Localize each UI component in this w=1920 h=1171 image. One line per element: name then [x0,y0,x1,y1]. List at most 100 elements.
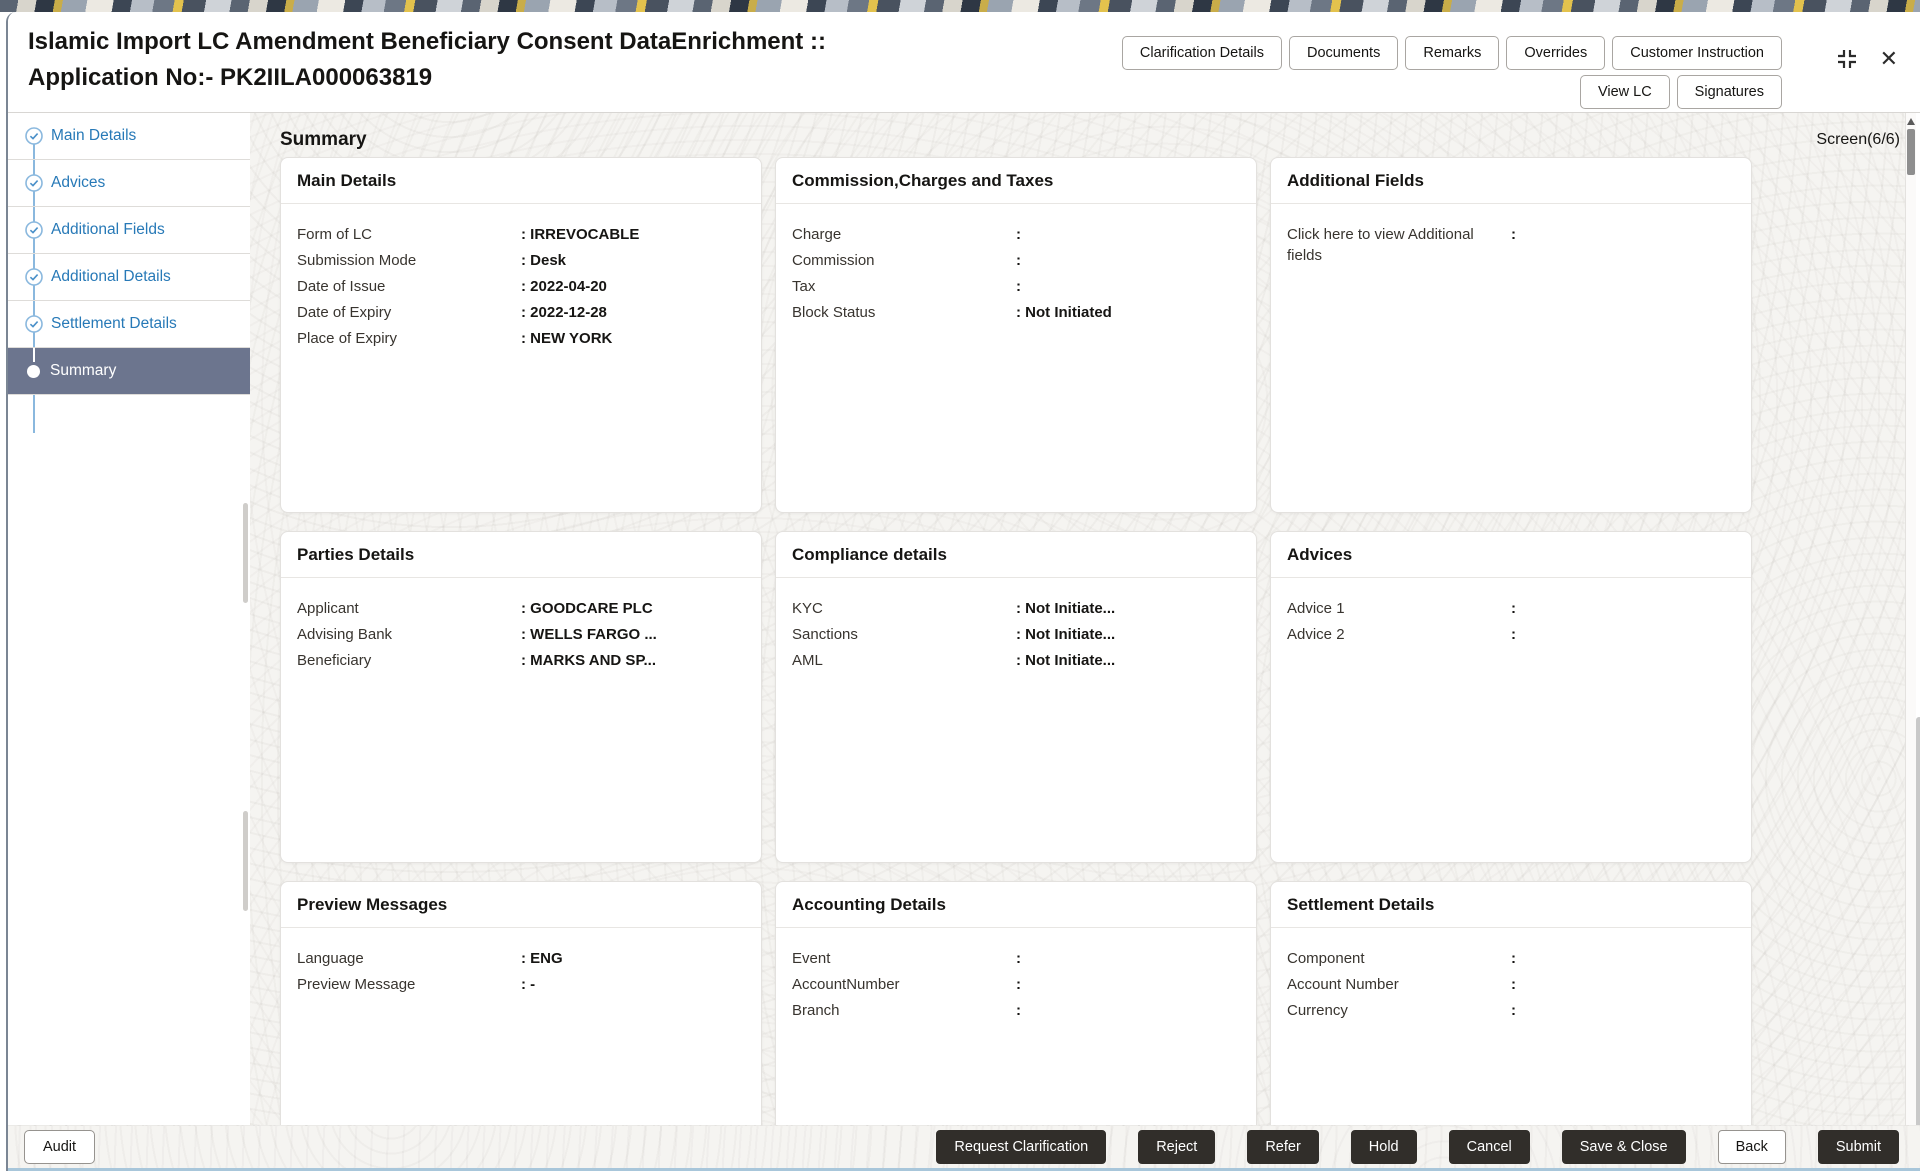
footer-button-cancel[interactable]: Cancel [1448,1130,1530,1164]
collapse-corners-icon[interactable] [1836,48,1858,70]
field-label: Component [1287,950,1365,967]
card-additional-fields[interactable]: Additional Fields Click here to view Add… [1270,157,1752,513]
summary-content: Summary Screen(6/6) Main Details Form of… [250,113,1912,1137]
sidebar-scrollbar-segment[interactable] [243,811,248,911]
field-account-number: Account Number : [1287,974,1735,995]
main-scrollbar[interactable] [1905,113,1916,1137]
field-date-of-issue: Date of Issue : 2022-04-20 [297,276,745,297]
sidebar-item-summary[interactable]: Summary [8,348,250,395]
card-accounting-details[interactable]: Accounting Details Event : AccountNumber… [775,881,1257,1137]
field-label: Submission Mode [297,252,417,269]
field-label: Currency [1287,1002,1348,1019]
check-circle-icon [25,315,43,333]
field-label: Date of Issue [297,278,386,295]
field-block-status: Block Status : Not Initiated [792,302,1240,323]
step-label: Main Details [51,127,137,144]
field-value: : WELLS FARGO ... [521,626,657,643]
field-label: AML [792,652,823,669]
field-value: : GOODCARE PLC [521,600,653,617]
application-window: Islamic Import LC Amendment Beneficiary … [6,12,1920,1171]
field-value: : Desk [521,252,567,269]
field-label: Commission [792,252,875,269]
sidebar-item-additional-fields[interactable]: Additional Fields [8,207,250,254]
field-label: Branch [792,1002,840,1019]
field-value: : [1016,950,1021,967]
step-sidebar: Main Details Advices Additional Fields A… [8,113,250,1171]
card-title: Parties Details [297,545,415,564]
scrollbar-thumb[interactable] [1907,129,1915,175]
field-accountnumber: AccountNumber : [792,974,1240,995]
field-value: : [1511,976,1516,993]
field-advice-1: Advice 1 : [1287,598,1735,619]
card-preview-messages[interactable]: Preview Messages Language : ENG Preview … [280,881,762,1137]
section-title: Summary [280,129,367,150]
close-x-icon[interactable]: ✕ [1879,46,1898,71]
filled-dot-icon [27,364,40,378]
card-title: Main Details [297,171,397,190]
field-click-here-to-view-additional-fields[interactable]: Click here to view Additional fields : [1287,224,1735,266]
sidebar-item-advices[interactable]: Advices [8,160,250,207]
app-header: Islamic Import LC Amendment Beneficiary … [8,12,1920,113]
field-label: Preview Message [297,976,416,993]
button-clarification-details[interactable]: Clarification Details [1121,36,1282,70]
field-value: : [1016,226,1021,243]
footer-button-back[interactable]: Back [1717,1130,1786,1164]
audit-button[interactable]: Audit [24,1130,96,1164]
card-title: Accounting Details [792,895,946,914]
field-value: : 2022-12-28 [521,304,607,321]
card-commission-charges-and-taxes[interactable]: Commission,Charges and Taxes Charge : Co… [775,157,1257,513]
card-compliance-details[interactable]: Compliance details KYC : Not Initiate...… [775,531,1257,863]
field-value: : [1511,950,1516,967]
sidebar-item-settlement-details[interactable]: Settlement Details [8,301,250,348]
step-label: Advices [51,174,106,191]
check-circle-icon [25,268,43,286]
field-label: Sanctions [792,626,858,643]
button-remarks[interactable]: Remarks [1405,36,1500,70]
footer-button-request-clarification[interactable]: Request Clarification [936,1130,1107,1164]
field-label: Applicant [297,600,359,617]
field-form-of-lc: Form of LC : IRREVOCABLE [297,224,745,245]
sidebar-scrollbar-segment[interactable] [243,503,248,603]
card-settlement-details[interactable]: Settlement Details Component : Account N… [1270,881,1752,1137]
field-event: Event : [792,948,1240,969]
card-main-details[interactable]: Main Details Form of LC : IRREVOCABLE Su… [280,157,762,513]
field-label: Advising Bank [297,626,393,643]
field-value: : [1016,252,1021,269]
field-label: Beneficiary [297,652,372,669]
field-label: KYC [792,600,823,617]
button-customer-instruction[interactable]: Customer Instruction [1612,36,1782,70]
page-title: Islamic Import LC Amendment Beneficiary … [28,28,826,91]
field-commission: Commission : [792,250,1240,271]
card-title: Commission,Charges and Taxes [792,171,1054,190]
field-aml: AML : Not Initiate... [792,650,1240,671]
check-circle-icon [25,174,43,192]
footer-button-submit[interactable]: Submit [1817,1130,1899,1164]
field-date-of-expiry: Date of Expiry : 2022-12-28 [297,302,745,323]
sidebar-item-additional-details[interactable]: Additional Details [8,254,250,301]
card-parties-details[interactable]: Parties Details Applicant : GOODCARE PLC… [280,531,762,863]
field-advising-bank: Advising Bank : WELLS FARGO ... [297,624,745,645]
footer-button-refer[interactable]: Refer [1247,1130,1319,1164]
button-view-lc[interactable]: View LC [1579,75,1670,109]
field-applicant: Applicant : GOODCARE PLC [297,598,745,619]
field-value: : MARKS AND SP... [521,652,657,669]
summary-title-row: Summary Screen(6/6) [250,113,1912,157]
window-controls: ✕ [1836,48,1898,70]
button-signatures[interactable]: Signatures [1676,75,1782,109]
field-value: : [1016,278,1021,295]
check-circle-icon [25,221,43,239]
footer-button-save-close[interactable]: Save & Close [1561,1130,1686,1164]
field-kyc: KYC : Not Initiate... [792,598,1240,619]
scroll-up-arrow-icon[interactable] [1907,118,1915,125]
button-overrides[interactable]: Overrides [1506,36,1606,70]
card-advices[interactable]: Advices Advice 1 : Advice 2 : [1270,531,1752,863]
button-documents[interactable]: Documents [1289,36,1399,70]
card-title: Compliance details [792,545,947,564]
footer-button-hold[interactable]: Hold [1350,1130,1417,1164]
sidebar-item-main-details[interactable]: Main Details [8,113,250,160]
field-label[interactable]: Click here to view Additional fields [1287,226,1474,264]
field-component: Component : [1287,948,1735,969]
footer-button-reject[interactable]: Reject [1138,1130,1216,1164]
outer-scrollbar-thumb[interactable] [1916,717,1920,1159]
